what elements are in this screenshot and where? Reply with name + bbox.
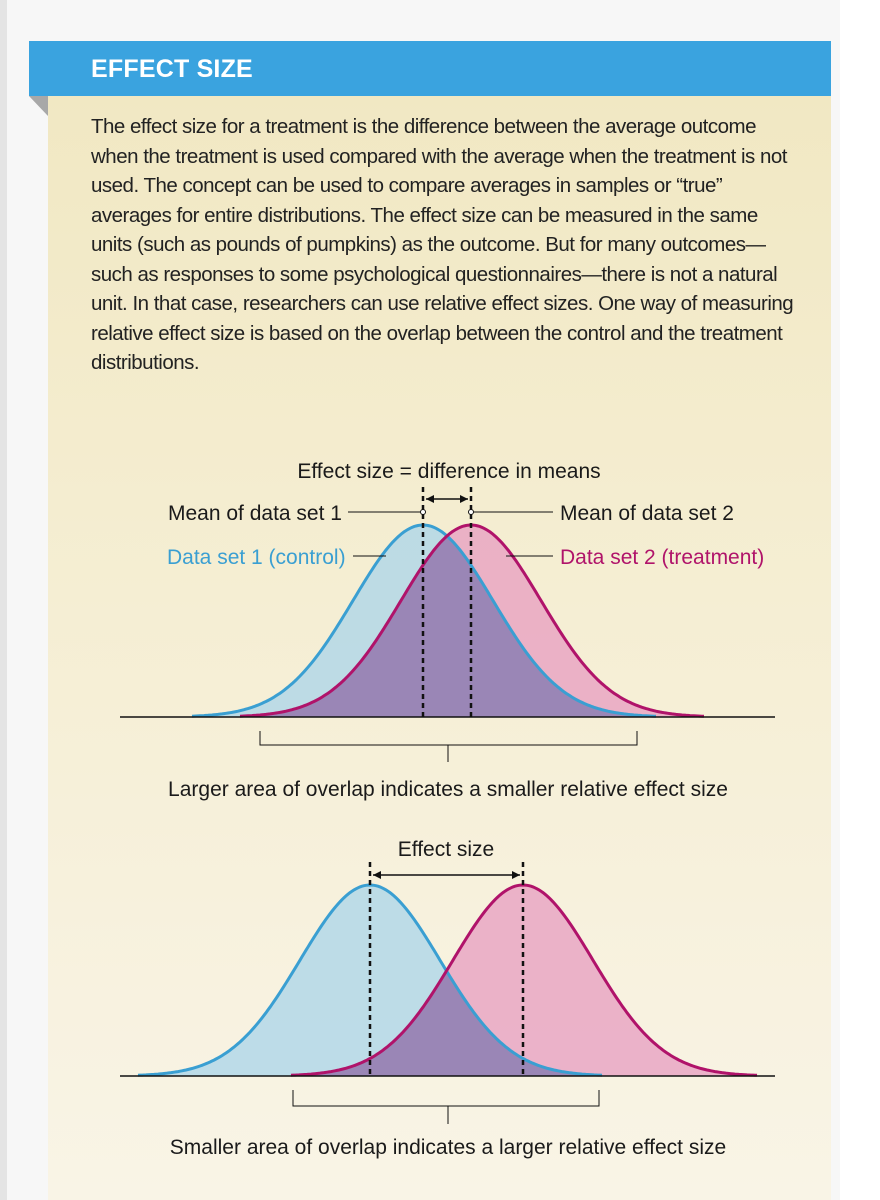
header-title: EFFECT SIZE: [91, 55, 253, 83]
mean-1-marker: [420, 509, 426, 515]
data-set-1-label: Data set 1 (control): [167, 546, 346, 569]
caption-2: Smaller area of overlap indicates a larg…: [170, 1136, 726, 1159]
diagram-2: Effect size Smaller area of overlap indi…: [120, 838, 775, 1159]
effect-size-label: Effect size: [398, 838, 495, 861]
data-set-2-label: Data set 2 (treatment): [560, 546, 764, 569]
intro-paragraph: The effect size for a treatment is the d…: [91, 115, 794, 374]
overlap-bracket: [259, 731, 638, 762]
right-margin-strip: [840, 0, 880, 1200]
header-fold-shadow: [29, 96, 48, 116]
mean-1-label: Mean of data set 1: [168, 502, 342, 525]
arrowhead-right: [512, 871, 520, 879]
diagram-1: Effect size = difference in means Mean o…: [120, 460, 775, 801]
caption-1: Larger area of overlap indicates a small…: [168, 778, 728, 801]
header-bar: [29, 41, 831, 96]
effect-size-label: Effect size = difference in means: [297, 460, 600, 483]
mean-2-label: Mean of data set 2: [560, 502, 734, 525]
arrowhead-left: [426, 495, 434, 503]
arrowhead-left: [373, 871, 381, 879]
treatment-curve: [290, 883, 758, 1077]
overlap-bracket: [292, 1090, 600, 1124]
left-margin-strip: [0, 0, 7, 1200]
arrowhead-right: [460, 495, 468, 503]
mean-2-marker: [468, 509, 474, 515]
